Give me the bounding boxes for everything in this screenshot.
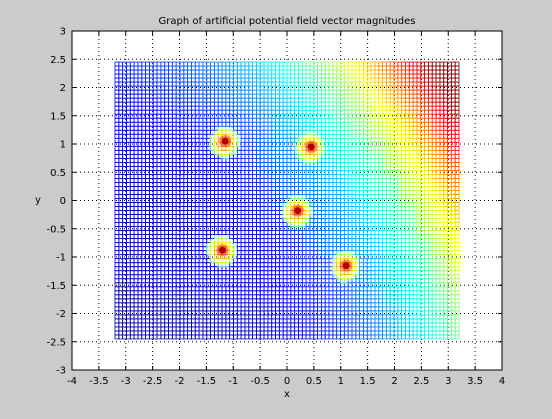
mesh-layer xyxy=(114,61,460,340)
